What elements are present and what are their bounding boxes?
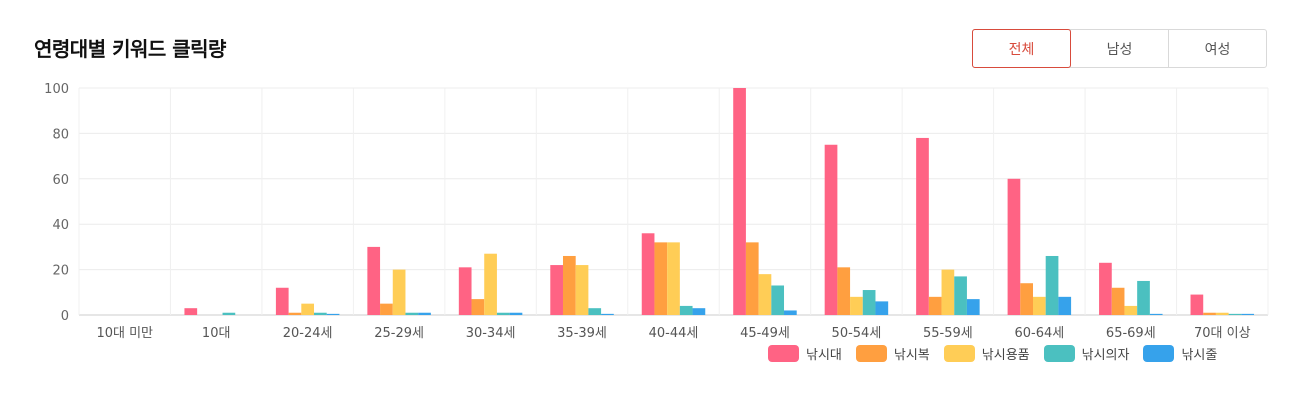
y-tick-label: 40 (52, 218, 69, 233)
y-tick-label: 80 (52, 127, 69, 142)
bar (733, 88, 746, 315)
bar (1203, 312, 1216, 315)
bar (471, 299, 485, 315)
bar (509, 312, 523, 315)
x-tick-label: 70대 이상 (1194, 326, 1251, 341)
bar (771, 285, 785, 315)
legend-swatch (1043, 345, 1075, 362)
bar (562, 255, 576, 315)
x-tick-label: 55-59세 (923, 326, 973, 341)
legend-label: 낚시의자 (1081, 348, 1130, 363)
bar (824, 144, 838, 315)
bar (380, 303, 393, 315)
bar (301, 303, 315, 315)
bar (496, 312, 510, 315)
chart-title: 연령대별 키워드 클릭량 (34, 37, 226, 61)
bar (954, 276, 967, 315)
legend-swatch (768, 345, 799, 362)
bar (837, 267, 851, 315)
bar (850, 296, 863, 315)
x-tick-label: 35-39세 (557, 326, 607, 341)
bar (641, 233, 655, 315)
bar (184, 308, 198, 315)
legend-swatch (943, 345, 975, 362)
bar (654, 242, 668, 315)
bar (418, 312, 431, 315)
x-tick-label: 20-24세 (283, 326, 333, 341)
bar (784, 310, 797, 315)
y-tick-label: 0 (61, 309, 69, 324)
bar (601, 313, 614, 315)
bar (458, 267, 472, 315)
legend-item[interactable]: 낚시용품 (943, 344, 1030, 363)
bar (1058, 296, 1072, 315)
bar (392, 269, 406, 315)
bar (588, 308, 602, 315)
legend-label: 낚시용품 (981, 348, 1030, 363)
bar (326, 313, 340, 315)
bar (367, 246, 381, 315)
chart-legend: 낚시대 낚시복 낚시용품 낚시의자 낚시줄 (768, 344, 1217, 363)
legend-item[interactable]: 낚시의자 (1043, 344, 1130, 363)
bar (405, 312, 419, 315)
bar (1215, 312, 1229, 315)
bar (1149, 313, 1163, 315)
bar (692, 308, 706, 315)
bar (275, 287, 289, 315)
bar (1007, 178, 1021, 315)
bar (1099, 262, 1112, 315)
gender-filter: 전체 남성 여성 (972, 29, 1267, 68)
bar (222, 312, 236, 315)
filter-all-button[interactable]: 전체 (972, 29, 1071, 68)
legend-label: 낚시줄 (1181, 348, 1218, 363)
x-tick-label: 10대 미만 (96, 326, 153, 341)
bar (484, 253, 497, 315)
x-tick-label: 25-29세 (374, 326, 424, 341)
bar (550, 265, 563, 315)
bar (1124, 305, 1138, 315)
bar (862, 290, 876, 315)
legend-label: 낚시복 (893, 348, 930, 363)
bar (928, 296, 942, 315)
bar (745, 242, 759, 315)
y-tick-label: 100 (44, 82, 69, 97)
bar (679, 305, 693, 315)
bar (941, 269, 955, 315)
bar (667, 242, 680, 315)
bar (1190, 294, 1204, 315)
bar (575, 265, 589, 315)
bar (758, 274, 772, 315)
legend-label: 낚시대 (806, 348, 842, 363)
bar (288, 312, 302, 315)
bar (916, 137, 929, 315)
bar (875, 301, 889, 315)
bar (1241, 313, 1255, 315)
bar (1045, 255, 1059, 315)
legend-item[interactable]: 낚시복 (855, 344, 930, 363)
legend-item[interactable]: 낚시대 (768, 344, 842, 363)
bar (314, 312, 327, 315)
bar (1032, 296, 1046, 315)
bar (1228, 313, 1242, 315)
bar (1020, 283, 1033, 315)
x-tick-label: 10대 (202, 326, 231, 341)
y-tick-label: 60 (52, 173, 69, 188)
x-tick-label: 50-54세 (832, 326, 882, 341)
y-tick-label: 20 (52, 264, 69, 279)
x-tick-label: 45-49세 (740, 326, 790, 341)
legend-item[interactable]: 낚시줄 (1143, 344, 1217, 363)
bar (1137, 280, 1150, 315)
bar (1111, 287, 1125, 315)
x-tick-label: 65-69세 (1106, 326, 1156, 341)
legend-swatch (855, 345, 887, 362)
x-tick-label: 40-44세 (649, 326, 699, 341)
x-tick-label: 60-64세 (1014, 326, 1064, 341)
legend-swatch (1143, 345, 1175, 362)
x-tick-label: 30-34세 (466, 326, 516, 341)
bar (966, 299, 980, 315)
filter-female-button[interactable]: 여성 (1168, 30, 1266, 67)
